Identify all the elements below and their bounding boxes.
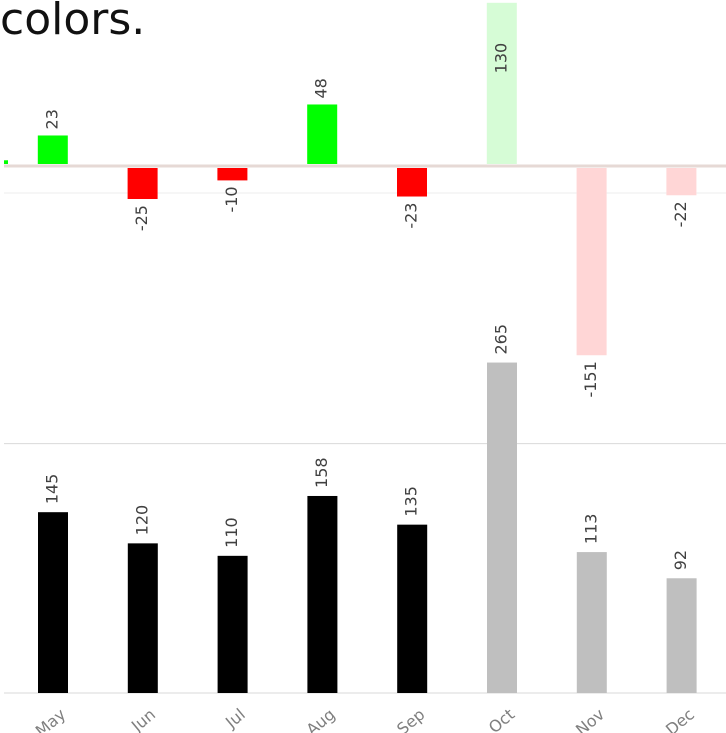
variance-bar-aug xyxy=(307,104,338,164)
variance-bar-nov xyxy=(576,168,607,356)
x-tick-sep: Sep xyxy=(393,705,428,733)
variance-label-oct: 130 xyxy=(491,43,510,74)
variance-bar-sep xyxy=(397,168,427,197)
bar-aug xyxy=(307,495,338,693)
value-label-jul: 110 xyxy=(222,517,241,548)
variance-bar-dec xyxy=(666,168,697,196)
value-label-oct: 265 xyxy=(492,324,511,355)
x-tick-dec: Dec xyxy=(662,705,698,733)
variance-label-jun: -25 xyxy=(132,205,151,231)
bar-jun xyxy=(127,543,158,693)
x-tick-nov: Nov xyxy=(572,705,608,733)
value-label-sep: 135 xyxy=(402,486,421,517)
variance-bar-jun xyxy=(127,168,158,199)
x-tick-may: May xyxy=(32,705,70,733)
variance-bar-may xyxy=(37,135,68,164)
variance-label-aug: 48 xyxy=(312,78,331,98)
variance-label-jul: -10 xyxy=(222,186,241,212)
variance-bar-oct xyxy=(486,2,517,164)
variance-label-nov: -151 xyxy=(581,361,600,397)
x-tick-jul: Jul xyxy=(221,705,249,733)
variance-bar-jul xyxy=(217,168,248,181)
bar-may xyxy=(38,512,68,693)
variance-label-dec: -22 xyxy=(671,201,690,227)
value-label-dec: 92 xyxy=(671,550,690,570)
x-tick-aug: Aug xyxy=(303,705,339,733)
x-tick-oct: Oct xyxy=(485,705,518,733)
chart-heading: colors. xyxy=(0,0,146,45)
x-tick-jun: Jun xyxy=(127,705,159,733)
bar-dec xyxy=(666,578,697,693)
value-label-jun: 120 xyxy=(132,505,151,536)
value-label-may: 145 xyxy=(43,474,62,505)
value-label-nov: 113 xyxy=(581,514,600,545)
bar-oct xyxy=(487,362,517,693)
variance-label-sep: -23 xyxy=(402,203,421,229)
value-label-aug: 158 xyxy=(312,457,331,488)
bar-nov xyxy=(576,552,607,693)
variance-bar-apr xyxy=(4,160,8,164)
bar-sep xyxy=(397,524,428,693)
variance-label-may: 23 xyxy=(42,109,61,129)
bar-jul xyxy=(217,555,248,693)
